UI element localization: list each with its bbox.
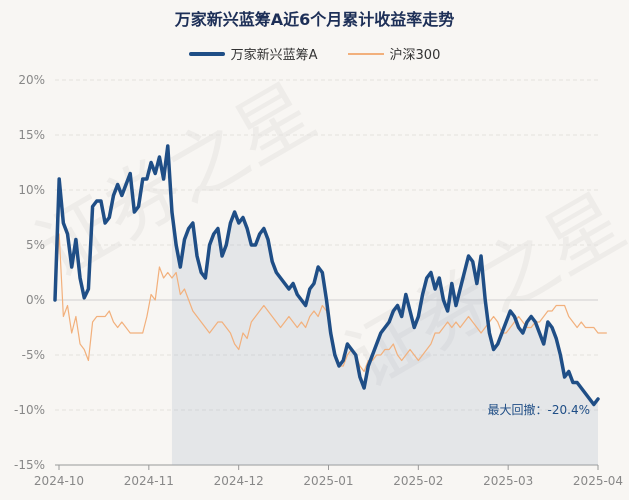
- chart-title: 万家新兴蓝筹A近6个月累计收益率走势: [174, 10, 455, 29]
- y-tick-label: 0%: [26, 293, 45, 307]
- y-tick-label: 15%: [18, 128, 45, 142]
- legend-item-index[interactable]: 沪深300: [347, 44, 441, 63]
- x-tick-label: 2024-12: [214, 474, 264, 488]
- legend-swatch-fund: [188, 51, 225, 56]
- x-tick-label: 2025-01: [303, 474, 353, 488]
- legend-item-fund[interactable]: 万家新兴蓝筹A: [188, 44, 318, 63]
- x-tick-label: 2024-10: [34, 474, 84, 488]
- y-tick-label: -5%: [22, 348, 45, 362]
- legend-label-index: 沪深300: [389, 48, 441, 63]
- legend-label-fund: 万家新兴蓝筹A: [230, 48, 318, 63]
- x-tick-label: 2025-02: [393, 474, 443, 488]
- y-tick-label: 20%: [18, 73, 45, 87]
- x-tick-label: 2025-03: [483, 474, 533, 488]
- series-line-fund: [53, 144, 600, 407]
- x-tick-label: 2025-04: [573, 474, 623, 488]
- legend-swatch-index: [347, 52, 384, 55]
- drawdown-shaded-area: [171, 212, 598, 465]
- chart-legend: 万家新兴蓝筹A 沪深300: [0, 44, 629, 63]
- y-tick-label: 5%: [26, 238, 45, 252]
- x-tick-label: 2024-11: [124, 474, 174, 488]
- y-tick-label: -15%: [14, 458, 45, 472]
- y-tick-label: -10%: [14, 403, 45, 417]
- y-tick-label: 10%: [18, 183, 45, 197]
- max-drawdown-annotation: 最大回撤：-20.4%: [488, 402, 590, 417]
